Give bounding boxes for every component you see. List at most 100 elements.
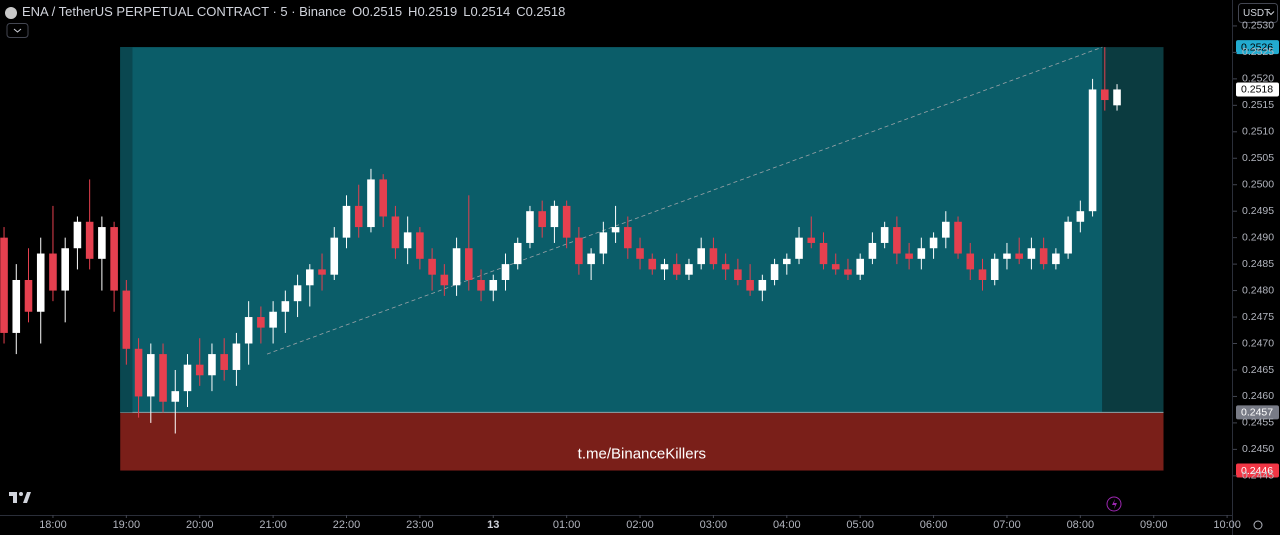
header-part: 0.2514 — [470, 4, 510, 19]
currency-chevron — [1267, 11, 1275, 16]
stop-zone — [120, 412, 1164, 471]
x-tick-label: 18:00 — [39, 519, 67, 531]
y-tick-label: 0.2455 — [1242, 417, 1274, 429]
candle-body — [807, 237, 816, 243]
candle-body — [281, 301, 290, 312]
y-tick-label: 0.2480 — [1242, 284, 1274, 296]
candle-body — [232, 343, 241, 370]
candle-body — [611, 227, 620, 233]
candle-body — [587, 253, 595, 265]
candle-body — [122, 290, 131, 349]
x-tick-label: 10:00 — [1213, 519, 1241, 531]
x-tick-label: 13 — [487, 519, 499, 531]
y-tick-label: 0.2510 — [1242, 126, 1274, 138]
candle-body — [293, 285, 302, 302]
candle-body — [599, 232, 608, 254]
candle-body — [1015, 253, 1023, 259]
candle-body — [954, 221, 962, 254]
candle-body — [1052, 253, 1060, 265]
header-part: 0.2515 — [362, 4, 402, 19]
candle-body — [12, 279, 21, 333]
candle-body — [783, 258, 791, 265]
candle-body — [85, 221, 94, 259]
candle-body — [171, 391, 180, 402]
candle-body — [978, 269, 987, 280]
y-tick-label: 0.2485 — [1242, 258, 1274, 270]
candle-body — [428, 258, 436, 275]
collapse-chevron — [13, 28, 22, 33]
candle-body — [330, 237, 339, 275]
y-tick-label: 0.2525 — [1242, 46, 1274, 58]
candle-body — [501, 264, 510, 280]
x-tick-label: 06:00 — [920, 519, 948, 531]
tv-logo — [9, 492, 31, 503]
candle-body — [1101, 89, 1109, 101]
overlay: 0.2526 0.2518 0.2457 0.2446 — [1236, 40, 1279, 478]
header: ENA / TetherUS PERPETUAL CONTRACT · 5 · … — [22, 4, 565, 19]
candle-body — [893, 227, 901, 254]
candle-body — [36, 253, 45, 312]
candle-body — [721, 264, 730, 270]
currency-label: USDT — [1243, 8, 1270, 19]
candle-body — [844, 269, 852, 275]
candle-body — [868, 242, 877, 259]
x-tick-label: 02:00 — [626, 519, 654, 531]
header-part: L — [463, 4, 470, 19]
x-tick-label: 01:00 — [553, 519, 581, 531]
watermark: t.me/BinanceKillers — [578, 445, 706, 462]
candle-body — [856, 258, 864, 275]
candle-body — [685, 264, 693, 275]
candle-body — [1064, 221, 1072, 254]
candle-body — [110, 227, 118, 291]
candle-body — [942, 221, 950, 238]
alert-icon[interactable] — [1106, 496, 1122, 512]
candle-body — [452, 248, 461, 286]
price-label-bg — [1236, 405, 1279, 420]
candle-body — [819, 242, 828, 265]
candle-body — [257, 317, 265, 328]
header-part: H — [408, 4, 417, 19]
candle-body — [770, 264, 779, 280]
x-tick-label: 20:00 — [186, 519, 214, 531]
x-tick-label: 09:00 — [1140, 519, 1168, 531]
candle-body — [526, 211, 534, 243]
y-tick-label: 0.2505 — [1242, 152, 1274, 164]
x-tick-label: 08:00 — [1067, 519, 1095, 531]
x-tick-label: 07:00 — [993, 519, 1021, 531]
candle-body — [1088, 89, 1097, 212]
y-tick-label: 0.2515 — [1242, 99, 1274, 111]
y-tick-label: 0.2445 — [1242, 470, 1274, 482]
x-tick-label: 03:00 — [700, 519, 728, 531]
trend-line — [266, 46, 1103, 355]
settings-icon[interactable] — [1253, 520, 1263, 530]
candle-body — [562, 205, 571, 238]
candle-body — [672, 264, 681, 275]
x-tick-label: 04:00 — [773, 519, 801, 531]
candle-body — [318, 269, 326, 275]
alert-bolt — [1112, 499, 1117, 509]
price-label: 0.2457 — [1241, 407, 1273, 419]
price-label: 0.2526 — [1241, 41, 1273, 53]
candle-body — [550, 205, 559, 228]
candle-body — [709, 248, 718, 265]
candle-body — [49, 253, 57, 291]
candle-body — [147, 354, 155, 397]
candle-body — [195, 364, 204, 376]
candle-body — [880, 227, 889, 243]
candle-body — [905, 253, 913, 259]
profit-zone — [120, 47, 1103, 413]
candle-body — [391, 216, 400, 249]
x-tick-label: 21:00 — [259, 519, 287, 531]
candle-body — [159, 354, 167, 402]
y-tick-label: 0.2460 — [1242, 390, 1274, 402]
y-tick-label: 0.2470 — [1242, 337, 1274, 349]
price-label-bg — [1236, 82, 1279, 97]
price-label-bg — [1236, 40, 1279, 55]
currency-button[interactable] — [1238, 3, 1278, 23]
x-tick-label: 23:00 — [406, 519, 434, 531]
candle-body — [354, 205, 363, 228]
candle-body — [990, 258, 999, 280]
collapse-button[interactable] — [6, 23, 29, 38]
y-tick-label: 0.2465 — [1242, 364, 1274, 376]
